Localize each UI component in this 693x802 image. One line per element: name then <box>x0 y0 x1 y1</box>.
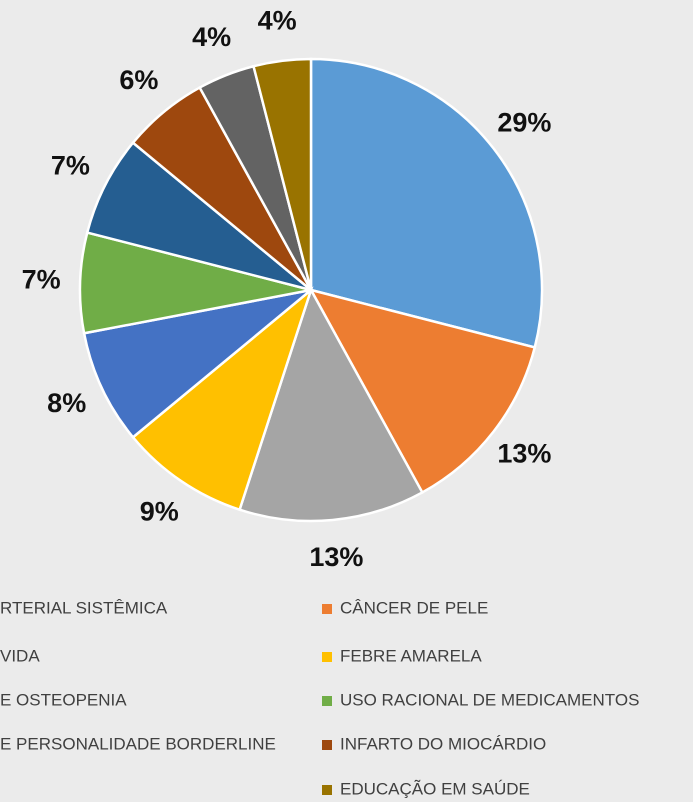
pie-slice <box>78 231 312 335</box>
legend-label: VIDA <box>0 646 40 665</box>
data-label: 13% <box>309 542 363 572</box>
pie-slice <box>131 286 314 512</box>
pie-slice <box>308 288 537 495</box>
legend-marker <box>322 604 332 614</box>
legend-label: E PERSONALIDADE BORDERLINE <box>0 734 276 753</box>
data-label: 7% <box>22 265 61 295</box>
legend-marker <box>322 652 332 662</box>
data-label: 9% <box>140 496 179 526</box>
legend-marker <box>322 785 332 795</box>
data-label: 6% <box>119 65 158 95</box>
data-label: 8% <box>47 388 86 418</box>
legend-marker <box>322 696 332 706</box>
data-label: 4% <box>258 5 297 35</box>
pie-slice <box>309 57 544 349</box>
pie-slice <box>82 288 312 440</box>
data-label: 13% <box>497 439 551 469</box>
legend-label: INFARTO DO MIOCÁRDIO <box>340 734 546 753</box>
legend-marker <box>322 740 332 750</box>
pie-slice <box>85 140 312 292</box>
data-label: 7% <box>51 151 90 181</box>
pie-slice <box>252 57 313 291</box>
legend-label: FEBRE AMARELA <box>340 646 482 665</box>
legend-label: USO RACIONAL DE MEDICAMENTOS <box>340 690 639 709</box>
legend-label: CÂNCER DE PELE <box>340 598 488 617</box>
pie-slice <box>238 286 424 523</box>
data-label: 29% <box>497 108 551 138</box>
legend-label: RTERIAL SISTÊMICA <box>0 598 168 617</box>
legend-label: E OSTEOPENIA <box>0 690 127 709</box>
data-label: 4% <box>192 22 231 52</box>
legend-label: EDUCAÇÃO EM SAÚDE <box>340 779 530 798</box>
